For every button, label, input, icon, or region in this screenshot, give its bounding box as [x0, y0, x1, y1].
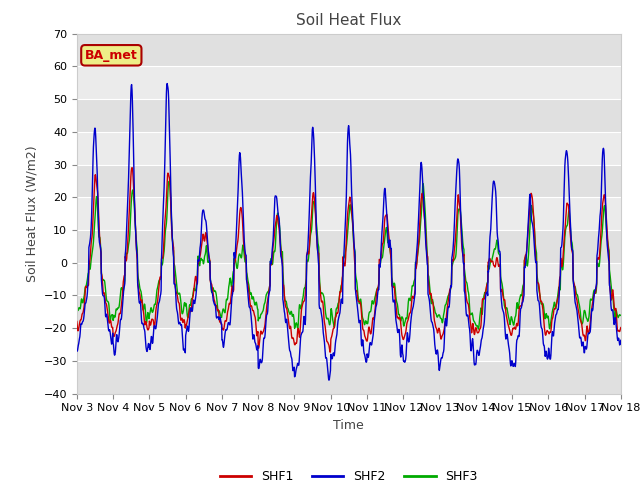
SHF3	[73, 301, 81, 307]
Bar	[77, 34, 621, 66]
SHF3	[505, 315, 513, 321]
SHF2	[617, 337, 625, 343]
SHF3	[195, 253, 202, 259]
Bar	[77, 66, 621, 99]
Bar	[77, 295, 621, 328]
SHF1	[181, 322, 189, 327]
Text: BA_met: BA_met	[85, 49, 138, 62]
Bar	[77, 165, 621, 197]
Bar	[77, 99, 621, 132]
SHF2	[73, 348, 81, 353]
Line: SHF3: SHF3	[77, 181, 621, 329]
SHF2	[325, 377, 333, 383]
Bar	[77, 361, 621, 394]
SHF1	[326, 349, 334, 355]
SHF1	[255, 344, 263, 349]
SHF1	[505, 324, 513, 330]
SHF1	[195, 261, 202, 267]
X-axis label: Time: Time	[333, 419, 364, 432]
SHF2	[195, 257, 202, 263]
Line: SHF1: SHF1	[77, 168, 621, 352]
SHF3	[553, 298, 561, 304]
Title: Soil Heat Flux: Soil Heat Flux	[296, 13, 401, 28]
SHF2	[434, 349, 442, 355]
SHF2	[255, 365, 263, 371]
SHF1	[434, 330, 442, 336]
SHF2	[553, 310, 561, 315]
Legend: SHF1, SHF2, SHF3: SHF1, SHF2, SHF3	[214, 465, 483, 480]
SHF3	[474, 326, 482, 332]
Bar	[77, 263, 621, 295]
SHF3	[617, 312, 625, 318]
SHF2	[181, 348, 189, 354]
SHF3	[434, 314, 442, 320]
Bar	[77, 328, 621, 361]
SHF1	[617, 324, 625, 330]
Bar	[77, 132, 621, 165]
SHF2	[163, 81, 171, 86]
Y-axis label: Soil Heat Flux (W/m2): Soil Heat Flux (W/m2)	[25, 145, 38, 282]
SHF1	[553, 300, 561, 305]
SHF3	[165, 179, 173, 184]
SHF2	[505, 345, 513, 350]
Bar	[77, 230, 621, 263]
Line: SHF2: SHF2	[77, 84, 621, 380]
SHF1	[128, 165, 136, 170]
SHF3	[181, 301, 189, 307]
Bar	[77, 197, 621, 230]
SHF1	[73, 319, 81, 324]
SHF3	[255, 315, 263, 321]
